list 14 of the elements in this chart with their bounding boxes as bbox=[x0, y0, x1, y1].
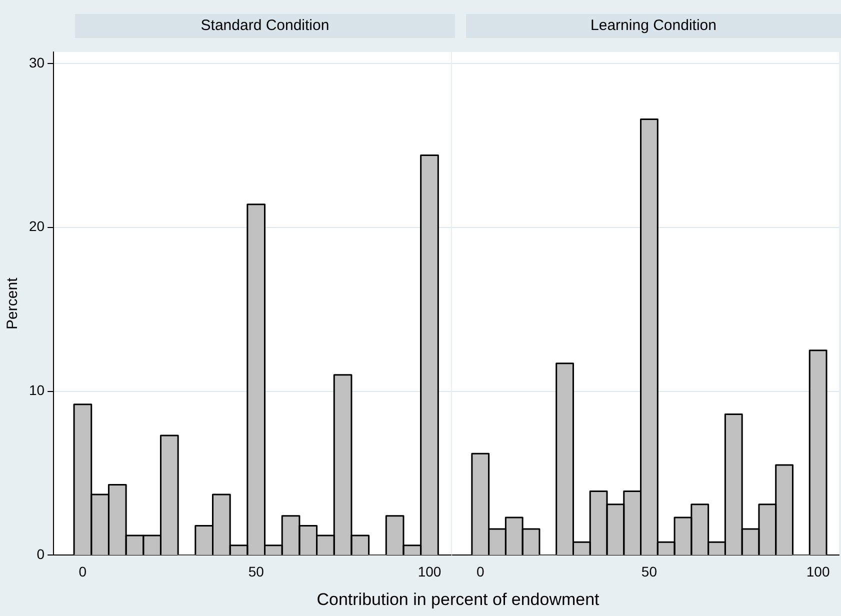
x-axis-title: Contribution in percent of endowment bbox=[316, 590, 600, 610]
x-tick-label: 100 bbox=[806, 563, 830, 580]
x-tick-label: 0 bbox=[78, 563, 87, 580]
y-tick-label: 0 bbox=[36, 546, 45, 562]
x-tick-label: 100 bbox=[418, 563, 442, 580]
chart-title: Standard Condition bbox=[75, 14, 455, 38]
x-tick-label: 0 bbox=[476, 563, 484, 580]
x-tick-label: 50 bbox=[641, 563, 658, 580]
y-tick-label: 20 bbox=[28, 218, 45, 234]
x-tick-label: 50 bbox=[248, 563, 264, 580]
y-tick-label: 10 bbox=[28, 382, 45, 398]
y-tick-label: 30 bbox=[28, 54, 45, 70]
y-axis-title: Percent bbox=[4, 276, 22, 330]
chart-title: Learning Condition bbox=[466, 14, 841, 38]
